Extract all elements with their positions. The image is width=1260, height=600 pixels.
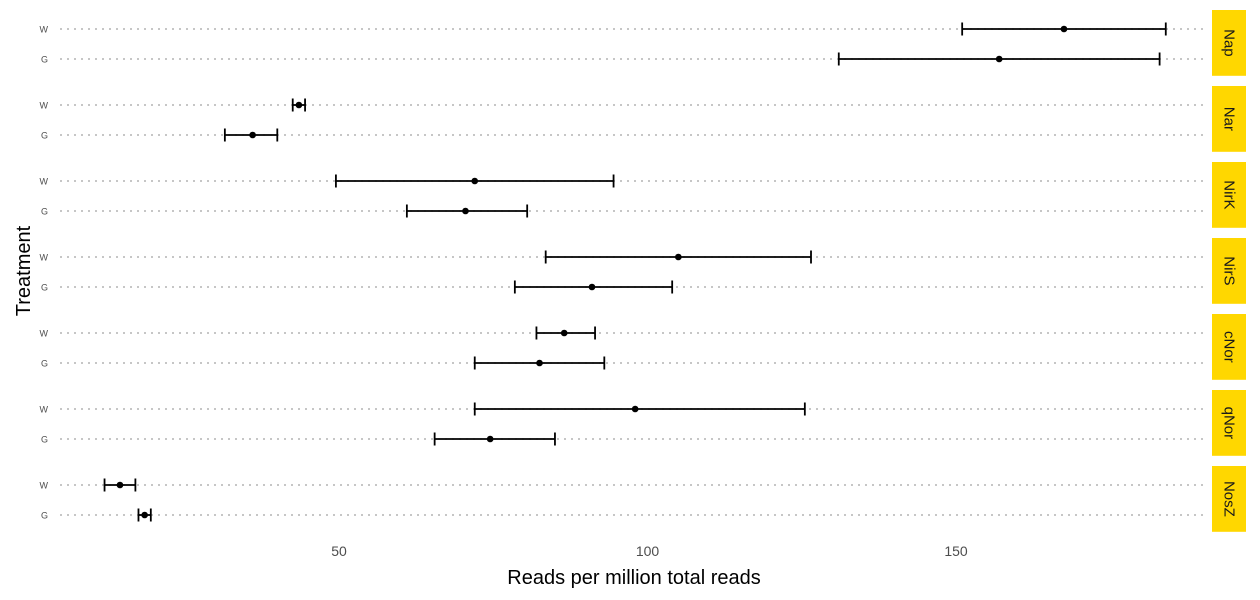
panel-nar: W G Nar (40, 86, 1246, 152)
facet-strip (1212, 86, 1246, 152)
mean-point (462, 207, 469, 215)
mean-point (588, 283, 596, 291)
treatment-tick-label: G (41, 55, 48, 65)
facet-strip (1212, 466, 1246, 532)
treatment-tick-label: G (41, 435, 48, 445)
treatment-tick-label: W (40, 177, 49, 187)
mean-point (995, 55, 1003, 63)
treatment-tick-label: G (41, 359, 48, 369)
treatment-tick-label: G (41, 207, 48, 217)
panel-nosz: W G NosZ (40, 466, 1246, 532)
facet-strip (1212, 314, 1246, 380)
mean-point (560, 329, 568, 337)
facet-strip (1212, 390, 1246, 456)
x-axis: 50 100 150 (331, 543, 968, 559)
mean-point (116, 481, 124, 489)
facet-strip-label: Nap (1221, 29, 1238, 57)
facet-strip (1212, 238, 1246, 304)
mean-point (295, 101, 303, 109)
facet-strip-label: qNor (1221, 407, 1238, 440)
mean-point (249, 131, 256, 139)
facet-strip-label: NirK (1221, 180, 1238, 209)
treatment-tick-label: W (40, 481, 49, 491)
facet-strip-label: Nar (1221, 107, 1238, 131)
x-axis-title: Reads per million total reads (507, 567, 760, 589)
y-axis-title: Treatment (13, 225, 35, 316)
mean-point (486, 435, 494, 443)
treatment-tick-label: W (40, 101, 49, 111)
treatment-tick-label: G (41, 511, 48, 521)
treatment-tick-label: W (40, 329, 49, 339)
panel-nap: W G Nap (40, 10, 1246, 76)
x-tick-label: 100 (636, 543, 660, 559)
panel-nirs: W G NirS (40, 238, 1246, 304)
facet-strip-label: cNor (1221, 331, 1238, 363)
facet-strip (1212, 10, 1246, 76)
facet-strip (1212, 162, 1246, 228)
mean-point (471, 177, 479, 185)
mean-point (675, 253, 682, 261)
mean-point (631, 405, 639, 413)
panel-nirk: W G NirK (40, 162, 1246, 228)
treatment-tick-label: W (40, 253, 49, 263)
mean-point (1060, 25, 1068, 33)
mean-point (141, 511, 148, 519)
x-tick-label: 50 (331, 543, 347, 559)
treatment-tick-label: W (40, 25, 49, 35)
mean-point (536, 359, 543, 367)
facet-strip-label: NirS (1221, 256, 1238, 285)
x-tick-label: 150 (944, 543, 968, 559)
treatment-tick-label: G (41, 131, 48, 141)
treatment-tick-label: G (41, 283, 48, 293)
treatment-tick-label: W (40, 405, 49, 415)
facet-strip-label: NosZ (1221, 481, 1238, 517)
